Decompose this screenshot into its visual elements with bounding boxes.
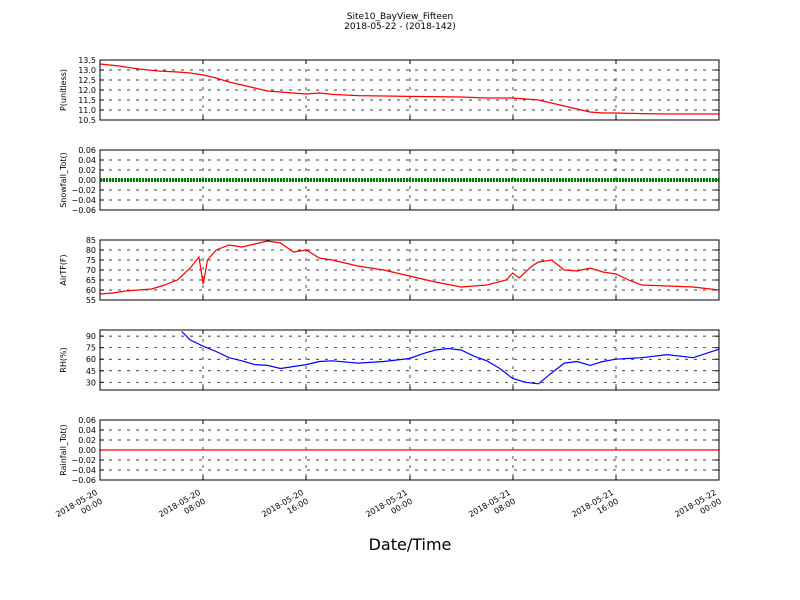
axes-frame bbox=[99, 419, 720, 481]
y-tick-label: 10.5 bbox=[78, 116, 96, 125]
y-axis-label: RH(%) bbox=[59, 347, 68, 372]
y-tick-label: 90 bbox=[86, 332, 96, 341]
series-line-3-1 bbox=[99, 240, 720, 295]
x-tick-label: 2018-05-2200:00 bbox=[673, 488, 723, 528]
y-tick-label: 0.00 bbox=[78, 446, 96, 455]
x-tick-label: 2018-05-2008:00 bbox=[157, 488, 207, 528]
y-axis-label: Snowfall_Tot() bbox=[59, 152, 68, 208]
chart-subtitle: 2018-05-22 - (2018-142) bbox=[344, 22, 456, 32]
y-tick-label: −0.02 bbox=[71, 456, 96, 465]
axes-frame bbox=[99, 59, 720, 121]
y-tick-label: 30 bbox=[86, 378, 96, 387]
x-tick-label: 2018-05-2116:00 bbox=[570, 488, 620, 528]
panel-5: −0.06−0.04−0.020.000.020.040.06 Rainfall_… bbox=[59, 416, 720, 485]
x-axis-label: Date/Time bbox=[369, 535, 452, 554]
y-tick-label: 12.5 bbox=[78, 76, 96, 85]
x-tick-label: 2018-05-2016:00 bbox=[260, 488, 310, 528]
y-tick-label: 0.04 bbox=[78, 426, 96, 435]
panel-1: 10.511.011.512.012.513.013.5 P(unitless) bbox=[59, 56, 720, 125]
y-tick-label: −0.02 bbox=[71, 186, 96, 195]
axes-frame bbox=[99, 149, 720, 211]
y-tick-label: 12.0 bbox=[78, 86, 96, 95]
y-tick-label: 85 bbox=[86, 236, 96, 245]
y-tick-label: −0.06 bbox=[71, 206, 96, 215]
y-tick-label: 13.5 bbox=[78, 56, 96, 65]
y-tick-label: −0.06 bbox=[71, 476, 96, 485]
y-axis-label: AirTF(F) bbox=[59, 254, 68, 285]
y-tick-label: 0.02 bbox=[78, 166, 96, 175]
y-tick-label: 11.0 bbox=[78, 106, 96, 115]
y-tick-label: 55 bbox=[86, 296, 96, 305]
panels: 10.511.011.512.012.513.013.5 P(unitless) −… bbox=[54, 56, 723, 528]
y-tick-label: 13.0 bbox=[78, 66, 96, 75]
y-tick-label: 60 bbox=[86, 286, 96, 295]
y-tick-label: 60 bbox=[86, 355, 96, 364]
y-tick-label: 45 bbox=[86, 367, 96, 376]
y-tick-label: 0.00 bbox=[78, 176, 96, 185]
x-tick-label: 2018-05-2000:00 bbox=[54, 488, 104, 528]
series-line-1-1 bbox=[99, 63, 719, 115]
axes-frame bbox=[99, 239, 720, 301]
series-line-4-1 bbox=[181, 331, 720, 385]
y-axis-label: P(unitless) bbox=[59, 69, 68, 111]
y-tick-label: −0.04 bbox=[71, 196, 96, 205]
y-tick-label: 75 bbox=[86, 256, 96, 265]
y-axis-label: Rainfall_Tot() bbox=[59, 424, 68, 476]
panel-2: −0.06−0.04−0.020.000.020.040.06 Snowfall_… bbox=[59, 146, 720, 215]
y-tick-label: 0.02 bbox=[78, 436, 96, 445]
y-tick-label: 70 bbox=[86, 266, 96, 275]
y-tick-label: −0.04 bbox=[71, 466, 96, 475]
y-tick-label: 0.06 bbox=[78, 146, 96, 155]
panel-4: 30 45 60 75 90 RH(%) bbox=[59, 329, 720, 391]
y-tick-label: 80 bbox=[86, 246, 96, 255]
axes-frame bbox=[99, 329, 720, 391]
x-tick-label: 2018-05-2108:00 bbox=[467, 488, 517, 528]
y-tick-label: 11.5 bbox=[78, 96, 96, 105]
y-tick-label: 0.04 bbox=[78, 156, 96, 165]
y-tick-label: 75 bbox=[86, 344, 96, 353]
x-tick-label: 2018-05-2100:00 bbox=[364, 488, 414, 528]
y-tick-label: 0.06 bbox=[78, 416, 96, 425]
chart-title: Site10_BayView_Fifteen bbox=[347, 12, 453, 22]
y-tick-label: 65 bbox=[86, 276, 96, 285]
